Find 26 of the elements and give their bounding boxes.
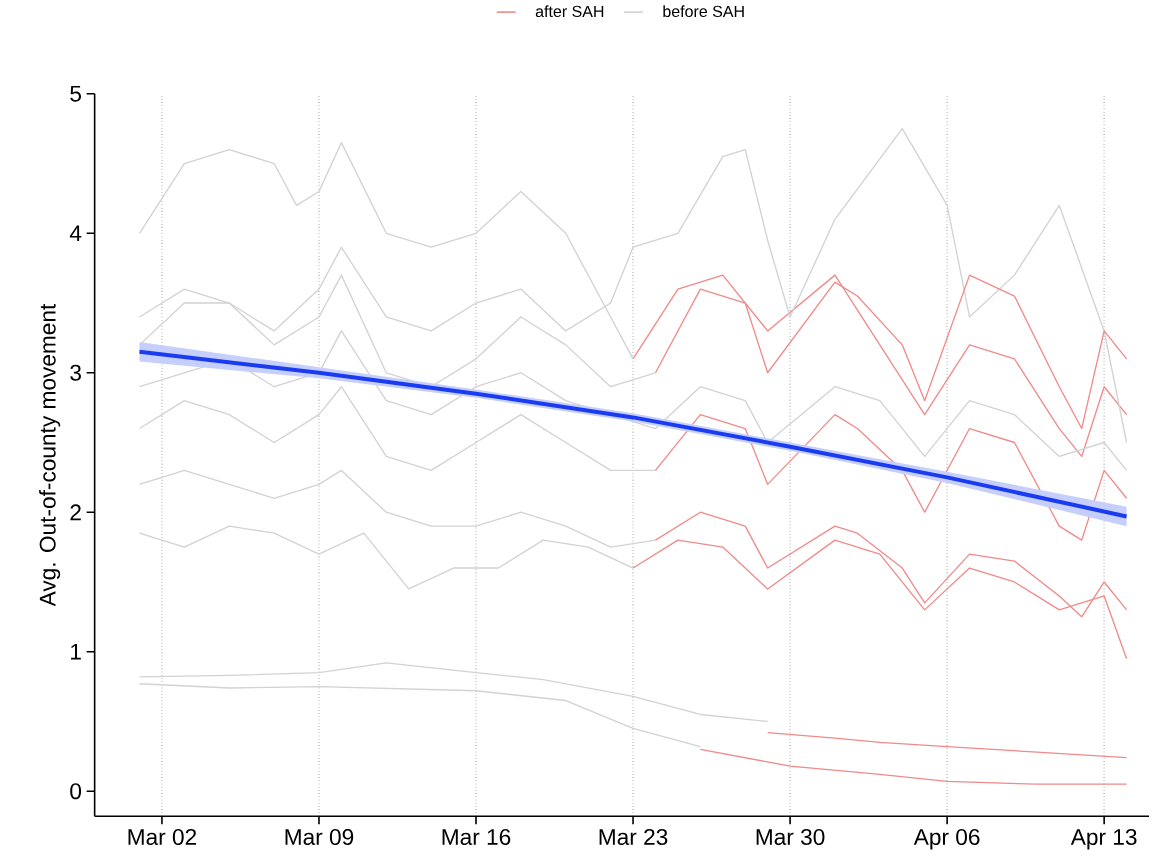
x-tick-label: Mar 30 (756, 829, 825, 846)
line-series (632, 274, 1128, 458)
y-tick-label: 5 (70, 85, 81, 102)
x-tick-label: Mar 02 (128, 829, 197, 846)
line-series (138, 386, 657, 472)
x-tick-label: Mar 16 (442, 829, 511, 846)
y-tick-label: 4 (69, 225, 82, 242)
legend-label: before SAH (663, 5, 744, 18)
line-series (766, 731, 1128, 759)
line-series (138, 128, 1128, 444)
line-series (654, 413, 1128, 541)
x-tick-label: Mar 09 (285, 829, 354, 846)
line-series (138, 662, 769, 723)
line-series (138, 469, 657, 548)
y-tick-label: 0 (70, 783, 82, 800)
y-axis-title: Avg. Out-of-county movement (39, 303, 61, 607)
x-tick-label: Apr 06 (913, 829, 980, 850)
line-series (699, 748, 1128, 785)
y-tick-label: 2 (70, 504, 81, 521)
legend-label: after SAH (535, 5, 604, 18)
line-series (138, 525, 634, 590)
x-tick-label: Mar 23 (599, 829, 668, 846)
x-tick-label: Apr 13 (1070, 829, 1137, 850)
y-tick-label: 3 (70, 364, 81, 381)
line-series (138, 683, 702, 748)
y-tick-label: 1 (71, 643, 81, 660)
